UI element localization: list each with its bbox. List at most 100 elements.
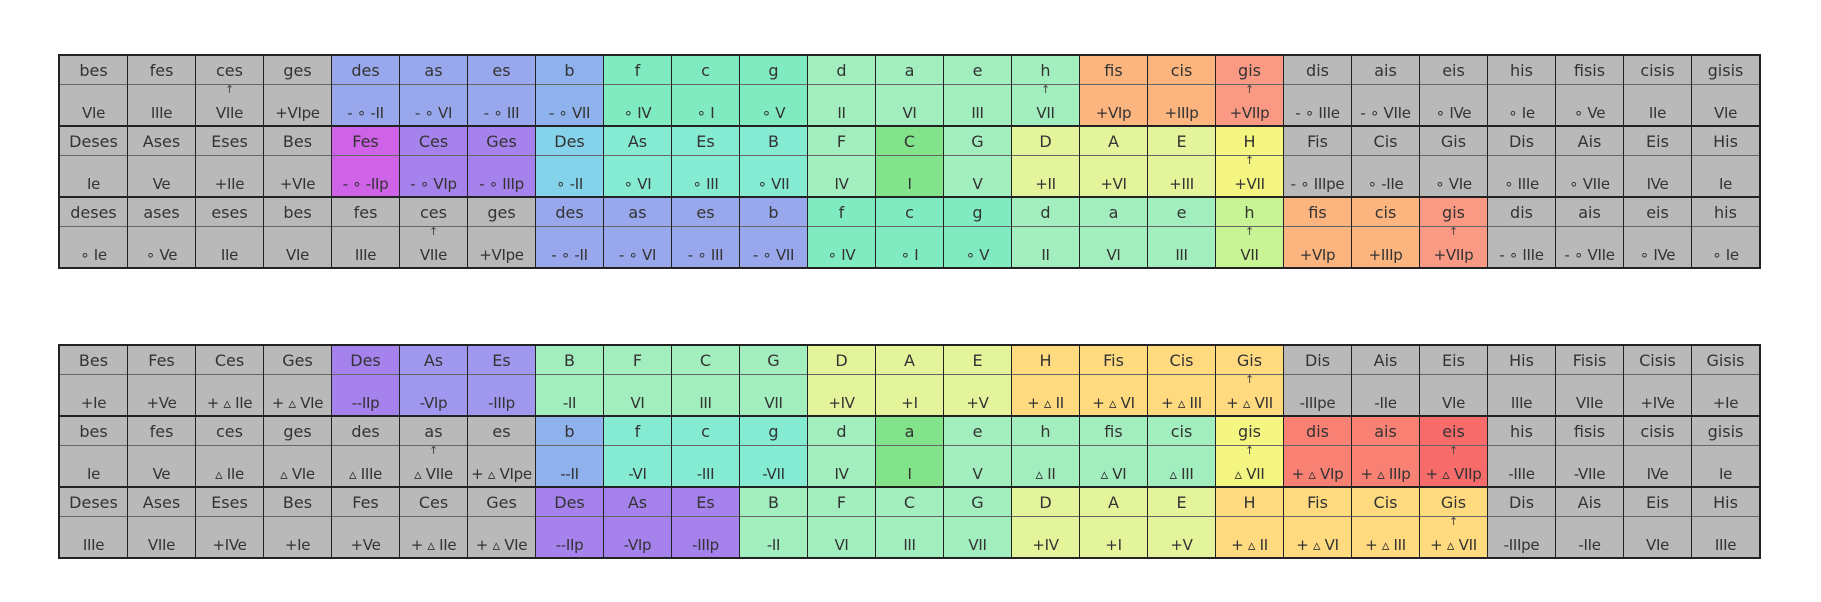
degree-label: +V (966, 394, 989, 412)
degree-label: + ▵ III (1365, 536, 1406, 554)
degree-cell: + ▵ VI (1283, 516, 1352, 558)
degree-cell: +VIpe (263, 84, 332, 126)
note-cell: Eis (1419, 344, 1488, 375)
degree-label: ▵ IIIe (349, 465, 382, 483)
note-cell: es (671, 196, 740, 227)
note-cell: his (1487, 54, 1556, 85)
degree-cell: +VI (1079, 155, 1148, 197)
note-cell: As (603, 486, 672, 517)
degree-label: ∘ Ve (145, 246, 178, 264)
degree-cell: +Ie (1691, 374, 1761, 416)
note-cell: fis (1079, 415, 1148, 446)
degree-cell: VIIe (127, 516, 196, 558)
note-cell: Cisis (1623, 344, 1692, 375)
degree-cell: -IIIpe (1283, 374, 1352, 416)
degree-label: - ∘ -II (551, 246, 588, 264)
degree-cell: ▵ IIe (195, 445, 264, 487)
note-cell: dis (1283, 54, 1352, 85)
note-cell: Ces (399, 486, 468, 517)
degree-label: +Ve (146, 394, 177, 412)
note-cell: C (671, 344, 740, 375)
degree-label: + ▵ VIpe (471, 465, 532, 483)
degree-cell: - ∘ VIp (399, 155, 468, 197)
note-cell: Eses (195, 125, 264, 156)
degree-cell: VII (943, 516, 1012, 558)
degree-cell: - ∘ IIIe (1283, 84, 1352, 126)
degree-label: + ▵ VIe (475, 536, 528, 554)
degree-label: ∘ V (965, 246, 990, 264)
degree-label: VI (834, 536, 849, 554)
degree-label: + ▵ VII (1430, 536, 1477, 554)
degree-label: ∘ VIIe (1569, 175, 1610, 193)
note-cell: gisis (1691, 415, 1761, 446)
degree-cell: VIe (1419, 374, 1488, 416)
note-cell: E (1147, 125, 1216, 156)
degree-label: IIIe (354, 246, 377, 264)
degree-cell: +IIIp (1351, 226, 1420, 268)
degree-label: ▵ VIe (280, 465, 315, 483)
degree-label: ∘ IV (623, 104, 652, 122)
degree-label: III (971, 104, 984, 122)
degree-label: - ∘ VI (414, 104, 453, 122)
degree-cell: +I (875, 374, 944, 416)
note-cell: deses (58, 196, 128, 227)
degree-cell: +Ie (263, 516, 332, 558)
degree-cell: ↑ +VIIp (1419, 226, 1488, 268)
degree-label: ∘ IIIe (1504, 175, 1539, 193)
degree-label: -IIIp (488, 394, 515, 412)
note-cell: Fis (1283, 125, 1352, 156)
degree-cell: III (1147, 226, 1216, 268)
note-cell: ces (399, 196, 468, 227)
note-cell: Bes (263, 486, 332, 517)
note-cell: ais (1555, 196, 1624, 227)
grid-bottom: Bes Fes Ces Ges Des As Es B F C G D A E H Fis Cis Gis Dis A… (58, 344, 1761, 559)
degree-label: I (907, 465, 912, 483)
degree-cell: - ∘ VII (535, 84, 604, 126)
degree-cell: ∘ -II (535, 155, 604, 197)
note-cell: g (943, 196, 1012, 227)
degree-label: +I (1105, 536, 1122, 554)
degree-cell: I (875, 155, 944, 197)
note-cell: Ges (263, 344, 332, 375)
degree-cell: I (875, 445, 944, 487)
note-cell: Fes (127, 344, 196, 375)
note-cell: f (603, 54, 672, 85)
degree-cell: + ▵ VIp (1283, 445, 1352, 487)
degree-cell: Ie (1691, 155, 1761, 197)
degree-label: VII (1036, 104, 1055, 122)
degree-label: II (1041, 246, 1050, 264)
note-degree-table-top: bes fes ces ges des as es b f c g d a e h fis cis gis dis a… (58, 54, 1761, 269)
note-cell: B (535, 344, 604, 375)
note-cell: d (1011, 196, 1080, 227)
note-degree-table-bottom: Bes Fes Ces Ges Des As Es B F C G D A E H Fis Cis Gis Dis A… (58, 344, 1761, 559)
degree-cell: -IIIpe (1487, 516, 1556, 558)
degree-cell: +VIp (1283, 226, 1352, 268)
degree-label: ∘ VIe (1435, 175, 1472, 193)
degree-cell: IIe (195, 226, 264, 268)
degree-label: -VIp (623, 536, 652, 554)
degree-label: ▵ VI (1100, 465, 1127, 483)
note-cell: h (1011, 415, 1080, 446)
degree-label: - ∘ III (483, 104, 520, 122)
degree-cell: +Ie (58, 374, 128, 416)
degree-cell: -IIe (1555, 516, 1624, 558)
degree-label: -VIIe (1573, 465, 1606, 483)
degree-label: + ▵ IIe (206, 394, 253, 412)
note-cell: As (399, 344, 468, 375)
note-cell: des (331, 415, 400, 446)
degree-cell: Ve (127, 445, 196, 487)
degree-cell: VIIe (1555, 374, 1624, 416)
note-cell: Dis (1487, 486, 1556, 517)
degree-cell: ↑ + ▵ VII (1419, 516, 1488, 558)
note-cell: fes (331, 196, 400, 227)
note-row: Deses Ases Eses Bes Fes Ces Ges Des As Es B F C G D A E H… (58, 486, 1761, 517)
degree-cell: IVe (1623, 155, 1692, 197)
note-row: Bes Fes Ces Ges Des As Es B F C G D A E H Fis Cis Gis Dis A… (58, 344, 1761, 375)
degree-cell: Ve (127, 155, 196, 197)
degree-cell: + ▵ VIpe (467, 445, 536, 487)
note-cell: cisis (1623, 415, 1692, 446)
degree-cell: VIe (1623, 516, 1692, 558)
degree-cell: - ∘ -IIp (331, 155, 400, 197)
degree-label: -II (562, 394, 577, 412)
degree-cell: - ∘ VIIe (1351, 84, 1420, 126)
